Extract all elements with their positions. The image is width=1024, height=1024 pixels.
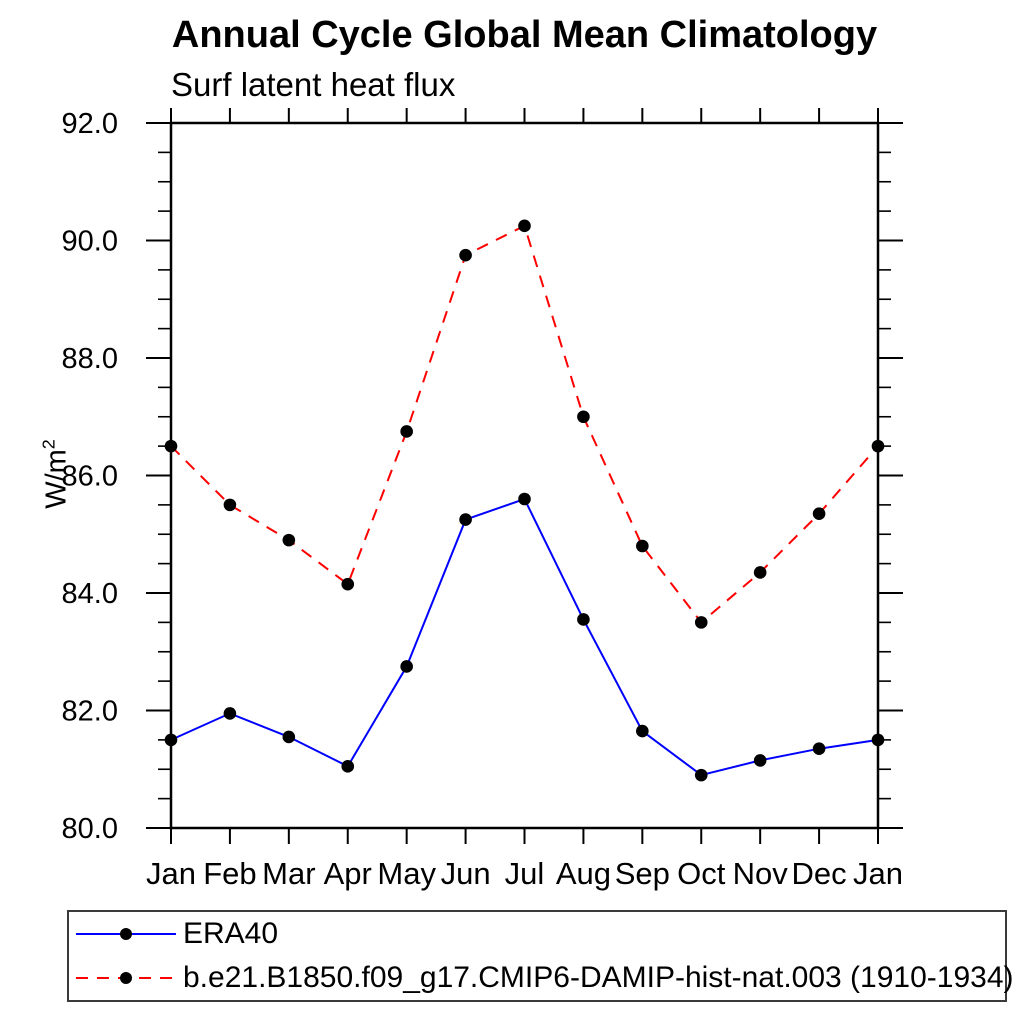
x-tick-label: Feb (203, 856, 256, 891)
y-tick-label: 92.0 (62, 108, 118, 140)
x-tick-label: May (377, 856, 436, 891)
data-point-marker-s0-Feb (223, 707, 237, 720)
data-point-marker-s0-Apr (341, 760, 355, 773)
x-tick-label: Sep (615, 856, 670, 891)
series-line-1 (170, 224, 879, 624)
data-point-marker-s1-Apr (341, 577, 355, 591)
data-point-marker-s1-Jun (459, 248, 472, 262)
data-point-marker-s0-Mar (282, 730, 296, 744)
legend-line-sample-solid (76, 928, 176, 940)
legend-marker-icon (120, 972, 132, 984)
data-point-marker-s0-Jan (871, 733, 885, 747)
x-tick-label: Aug (556, 856, 611, 891)
data-point-marker-s1-May (400, 425, 413, 438)
chart-title: Annual Cycle Global Mean Climatology (171, 14, 878, 56)
y-tick-label: 84.0 (62, 578, 118, 610)
x-tick-label: Mar (262, 856, 315, 891)
data-point-marker-s0-Jul (518, 492, 531, 506)
data-point-marker-s1-Feb (223, 498, 237, 512)
data-point-marker-s0-Aug (577, 613, 590, 626)
data-point-marker-s1-Jul (518, 219, 531, 233)
data-point-marker-s1-Oct (694, 616, 708, 629)
legend-marker-icon (120, 928, 132, 940)
data-point-marker-s1-Nov (753, 566, 767, 579)
plot-border (169, 121, 880, 830)
x-tick-label: Apr (324, 856, 372, 891)
data-point-marker-s0-Jun (459, 513, 472, 526)
y-tick-label: 86.0 (62, 461, 118, 493)
data-point-marker-s0-Jan (164, 733, 178, 747)
x-tick-label: Oct (677, 856, 726, 891)
y-tick-label: 80.0 (62, 813, 118, 845)
x-tick-label: Dec (792, 856, 847, 891)
data-point-marker-s1-Sep (636, 539, 649, 553)
x-tick-label: Jan (146, 856, 196, 891)
x-tick-label: Jan (853, 856, 903, 891)
legend-line-sample-dashed (76, 972, 176, 984)
legend: ERA40 b.e21.B1850.f09_g17.CMIP6-DAMIP-hi… (67, 910, 1014, 1002)
x-tick-label: Nov (733, 856, 789, 891)
data-point-marker-s0-Nov (753, 754, 767, 767)
data-point-marker-s1-Jan (871, 439, 885, 453)
data-point-marker-s0-Dec (812, 742, 826, 755)
legend-label: ERA40 (183, 917, 279, 950)
series-line-0 (170, 497, 879, 777)
data-point-marker-s0-Sep (636, 724, 649, 738)
data-point-marker-s1-Mar (282, 533, 296, 547)
data-point-marker-s1-Jan (164, 439, 178, 453)
y-tick-label: 82.0 (62, 696, 118, 728)
y-tick-label: 90.0 (62, 226, 118, 258)
data-point-marker-s1-Dec (812, 507, 826, 520)
x-tick-label: Jul (505, 856, 545, 891)
chart-subtitle: Surf latent heat flux (171, 66, 456, 103)
data-point-marker-s0-May (400, 660, 413, 673)
legend-entry-era40: ERA40 (69, 912, 1005, 956)
legend-entry-model: b.e21.B1850.f09_g17.CMIP6-DAMIP-hist-nat… (69, 956, 1014, 1000)
data-point-marker-s0-Oct (694, 768, 708, 782)
data-point-marker-s1-Aug (577, 410, 590, 424)
legend-label: b.e21.B1850.f09_g17.CMIP6-DAMIP-hist-nat… (183, 961, 1014, 994)
x-tick-label: Jun (441, 856, 491, 891)
y-tick-label: 88.0 (62, 343, 118, 375)
